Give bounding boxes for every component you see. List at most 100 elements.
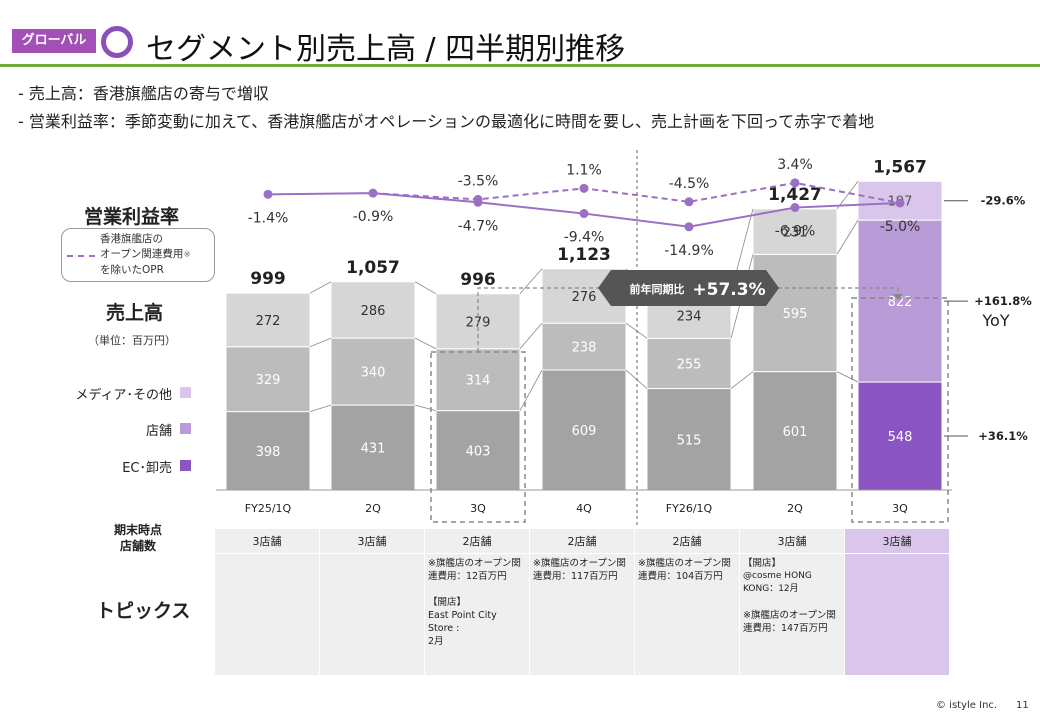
segment-chart: 398 329 272 999 FY25/1Q 431 340 286 1,057 2Q 403 31… [216,150,1032,530]
bar-seg-label-2-0: 272 [256,314,281,329]
opm-adj-label-5: 3.4% [777,157,813,173]
opm-label-0: -1.4% [248,210,289,226]
opm-adj-label-3: 1.1% [566,162,602,178]
opm-label-1: -0.9% [353,209,394,225]
bar-seg-label-1-2: 314 [466,374,491,389]
connector-0-0 [309,404,332,412]
opm-point-1 [368,188,378,198]
bar-total-2: 996 [460,270,496,290]
bar-seg-label-1-1: 340 [361,366,386,381]
note-line-3: を除いたOPR [100,264,164,276]
topic-line: Store : [428,623,460,634]
legend-ec-label: EC･卸売 [122,461,172,476]
bar-seg-2-0 [225,292,311,348]
x-tick-6: 3Q [892,502,908,515]
stores-row: 3店舗 3店舗 2店舗 2店舗 2店舗 3店舗 3店舗 [214,528,950,554]
opm-adj-point-2 [473,194,483,204]
topic-line: ※旗艦店のオープン関 [428,558,521,569]
region-tag: グローバル [12,29,96,53]
bar-seg-label-1-0: 329 [256,373,281,388]
legend-media-label: メディア･その他 [75,388,172,403]
opm-label-4: -14.9% [664,243,714,259]
topic-cell-0 [214,553,320,676]
sales-title: 売上高 [106,302,164,324]
store-count-5: 3店舗 [739,528,845,554]
x-tick-3: 4Q [576,502,592,515]
topic-line [428,583,526,596]
bar-seg-label-0-6: 548 [888,430,913,445]
bar-seg-label-2-1: 286 [361,304,386,319]
topic-line: 連費用：117百万円 [533,571,618,582]
bar-seg-label-0-5: 601 [783,425,808,440]
store-count-4: 2店舗 [634,528,740,554]
opm-point-3 [579,209,589,219]
connector-1-1 [414,337,437,350]
highlight-box-fy26-3q [851,297,949,523]
bar-seg-0-3 [541,369,627,491]
bar-seg-label-2-4: 234 [677,309,702,324]
opm-adj-label-2: -3.5% [458,173,499,189]
title-underline [0,64,1040,67]
opm-label-2: -4.7% [458,218,499,234]
topic-line: 【開店】 [428,597,467,608]
bar-seg-1-0 [225,346,311,413]
bar-total-6: 1,567 [873,157,927,177]
store-count-6: 3店舗 [844,528,950,554]
store-count-2: 2店舗 [424,528,530,554]
connector-0-1 [414,404,437,411]
bar-seg-0-2 [435,410,521,491]
note-line-2: オープン関連費用※ [100,248,191,260]
opm-label-6: -5.0% [880,219,921,235]
copyright: © istyle Inc. [936,700,998,711]
bar-seg-label-2-3: 276 [572,290,597,305]
connector-2-1 [414,281,437,295]
connector-0-5 [836,371,859,383]
stores-topics-table: 3店舗 3店舗 2店舗 2店舗 2店舗 3店舗 3店舗 ※旗艦店のオープン関 連費用：12百万… [214,528,950,676]
opm-label-3: -9.4% [564,230,605,246]
bar-seg-label-1-3: 238 [572,341,597,356]
x-tick-5: 2Q [787,502,803,515]
page-title: セグメント別売上高 / 四半期別推移 [146,32,626,67]
opm-point-0 [263,189,273,199]
store-count-0: 3店舗 [214,528,320,554]
bar-seg-label-2-5: 231 [783,226,808,241]
bar-seg-label-1-4: 255 [677,357,702,372]
opm-point-6 [895,198,905,208]
note-text: 香港旗艦店の オープン関連費用※ を除いたOPR [100,232,191,278]
opm-adjusted-line [372,181,901,204]
yoy-value-1: +161.8% [974,294,1032,308]
topic-cell-2: ※旗艦店のオープン関 連費用：12百万円 【開店】 East Point City S… [424,553,530,676]
opm-title: 営業利益率 [84,206,180,228]
bar-seg-label-0-2: 403 [466,444,491,459]
bar-seg-0-1 [330,404,416,491]
bar-seg-label-0-3: 609 [572,424,597,439]
bar-seg-label-1-5: 595 [783,307,808,322]
topic-line: 2月 [428,636,444,647]
connector-1-2 [519,322,543,350]
opm-point-4 [684,222,694,232]
bar-seg-label-0-4: 515 [677,433,702,448]
note-line-1: 香港旗艦店の [100,233,163,245]
deco-layer: 前年同期比 +57.3% YoY -29.6% +161.8% +36.1% [430,150,1032,530]
callout-badge [598,270,779,306]
unit-label: （単位：百万円） [88,334,176,347]
bar-seg-1-1 [330,337,416,406]
topic-line: ※旗艦店のオープン関 [638,558,731,569]
note-box [61,228,215,282]
yoy-title: YoY [981,311,1009,330]
bar-seg-label-1-6: 822 [888,295,913,310]
callout-label: 前年同期比 [630,282,685,296]
connector-0-4 [730,371,754,389]
topic-cell-1 [319,553,425,676]
topic-line [743,596,841,609]
topic-line: ※旗艦店のオープン関 [743,610,836,621]
bar-seg-1-6 [857,219,943,383]
bar-seg-1-3 [541,322,627,371]
connector-2-0 [309,281,332,294]
stores-row-title: 期末時点 店舗数 [108,522,168,554]
connector-1-0 [309,337,332,348]
connector-1-5 [836,219,859,255]
callout-value: +57.3% [692,280,765,300]
topic-cell-4: ※旗艦店のオープン関 連費用：104百万円 [634,553,740,676]
topic-line: 連費用：12百万円 [428,571,507,582]
